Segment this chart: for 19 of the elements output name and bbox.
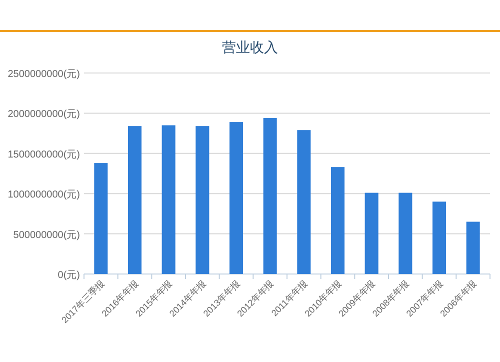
bar [229, 122, 244, 274]
bar [162, 125, 176, 274]
y-tick-label: 2500000000(元) [8, 69, 80, 80]
bar [466, 222, 480, 274]
bar [263, 118, 277, 274]
bar [330, 167, 345, 274]
y-tick-label: 1500000000(元) [8, 149, 80, 160]
bar [128, 126, 142, 274]
bar [297, 130, 311, 274]
y-tick-label: 0(元) [58, 270, 80, 281]
y-tick-label: 2000000000(元) [8, 109, 80, 120]
chart-title: 营业收入 [222, 39, 278, 55]
bar [364, 192, 378, 274]
y-tick-label: 1000000000(元) [8, 190, 80, 201]
y-tick-label: 500000000(元) [13, 230, 80, 241]
bar [398, 192, 412, 274]
bar [432, 202, 446, 274]
bar [196, 126, 210, 274]
bar [94, 163, 108, 274]
